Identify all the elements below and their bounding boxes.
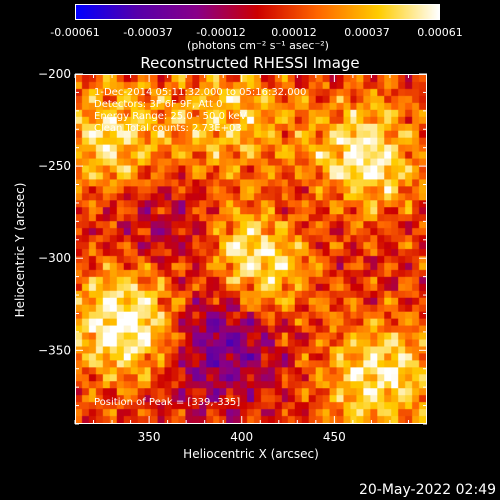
y-axis-tick-label: −200 [38, 67, 71, 81]
timestamp: 20-May-2022 02:49 [358, 482, 496, 498]
x-axis-tick-label: 450 [323, 430, 346, 444]
colorbar-unit-label: (photons cm⁻² s⁻¹ asec⁻²) [187, 39, 329, 52]
colorbar [75, 4, 440, 20]
colorbar-tick-label: 0.00012 [271, 26, 317, 39]
heatmap-image [76, 75, 426, 423]
colorbar-tick-label: 0.00037 [344, 26, 390, 39]
y-axis-tick-label: −350 [38, 343, 71, 357]
y-axis-tick-label: −250 [38, 159, 71, 173]
y-axis-tick-label: −300 [38, 251, 71, 265]
colorbar-tick-label: -0.00012 [196, 26, 246, 39]
chart-title: Reconstructed RHESSI Image [140, 54, 360, 72]
x-axis-tick-label: 400 [230, 430, 253, 444]
y-axis-label: Heliocentric Y (arcsec) [13, 182, 27, 318]
overlay-detectors: Detectors: 3F 6F 9F, Att 0 [94, 99, 223, 110]
colorbar-tick-label: -0.00061 [50, 26, 100, 39]
peak-position-label: Position of Peak = [339,-335] [94, 397, 241, 408]
colorbar-tick-label: -0.00037 [123, 26, 173, 39]
overlay-energy-range: Energy Range: 25.0 - 50.0 keV [94, 111, 247, 122]
colorbar-tick-label: 0.00061 [417, 26, 463, 39]
overlay-clean-counts: Clean Total counts: 2.73E+03 [94, 123, 242, 134]
plot-area: 1-Dec-2014 05:11:32.000 to 05:16:32.000 … [75, 74, 427, 424]
x-axis-tick-label: 350 [138, 430, 161, 444]
x-axis-label: Heliocentric X (arcsec) [183, 447, 319, 461]
overlay-time-range: 1-Dec-2014 05:11:32.000 to 05:16:32.000 [94, 87, 307, 98]
